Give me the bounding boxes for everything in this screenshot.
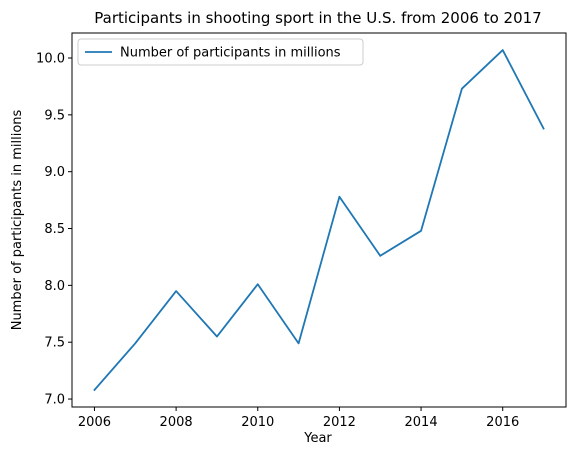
x-tick-label: 2008 bbox=[160, 415, 193, 430]
y-tick-label: 7.0 bbox=[44, 393, 65, 408]
series-group bbox=[93, 49, 545, 392]
x-tick-label: 2010 bbox=[241, 415, 274, 430]
y-axis: 7.0 7.5 8.0 8.5 9.0 9.5 10.0 bbox=[36, 52, 72, 408]
series-line-participants bbox=[93, 49, 545, 392]
chart-title: Participants in shooting sport in the U.… bbox=[94, 9, 541, 27]
legend-box bbox=[77, 38, 364, 66]
plot-frame bbox=[71, 32, 567, 408]
y-tick-label: 8.5 bbox=[44, 222, 65, 237]
y-tick-label: 7.5 bbox=[44, 336, 65, 351]
legend: Number of participants in millions bbox=[77, 38, 364, 66]
y-tick-label: 10.0 bbox=[36, 52, 65, 67]
x-axis-label: Year bbox=[303, 431, 332, 446]
y-tick-label: 9.5 bbox=[44, 108, 65, 123]
x-tick-label: 2014 bbox=[405, 415, 438, 430]
y-tick-label: 9.0 bbox=[44, 165, 65, 180]
x-axis: 2006 2008 2010 2012 2014 2016 bbox=[78, 407, 519, 430]
x-tick-label: 2006 bbox=[78, 415, 111, 430]
x-tick-label: 2016 bbox=[486, 415, 519, 430]
y-axis-label: Number of participants in millions bbox=[10, 109, 25, 330]
legend-label: Number of participants in millions bbox=[120, 46, 341, 61]
x-tick-label: 2012 bbox=[323, 415, 356, 430]
y-tick-label: 8.0 bbox=[44, 279, 65, 294]
